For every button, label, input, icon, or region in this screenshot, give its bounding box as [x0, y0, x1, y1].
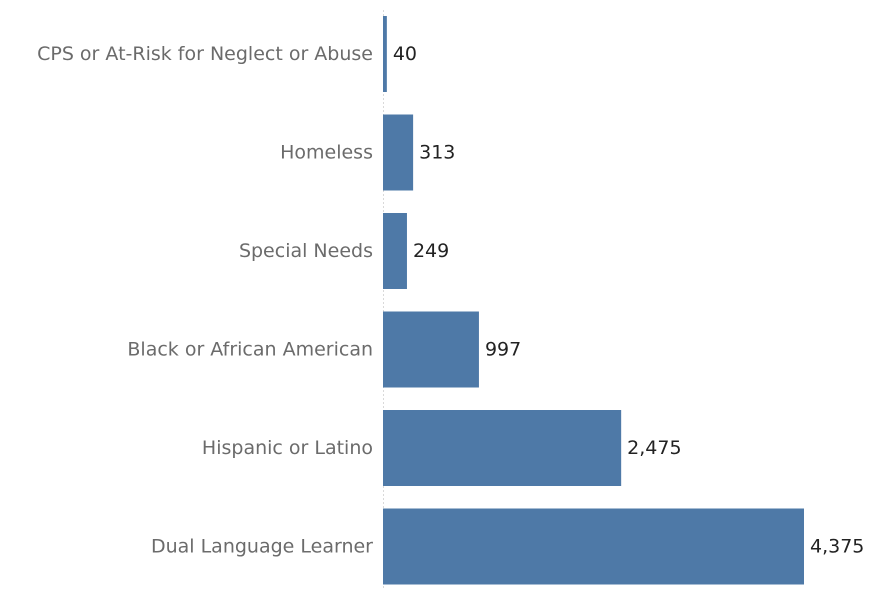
bar-hispanic-or-latino — [383, 410, 622, 486]
bars-group — [383, 16, 804, 585]
bar-black-or-african-american — [383, 311, 479, 388]
value-labels-group: 40 313 249 997 2,475 4,375 — [393, 43, 865, 558]
bar-dual-language-learner — [383, 508, 804, 585]
category-label-black-or-african-american: Black or African American — [127, 339, 373, 361]
bar-special-needs — [383, 213, 407, 289]
value-label-homeless: 313 — [419, 142, 455, 164]
value-label-special-needs: 249 — [413, 240, 449, 262]
value-label-hispanic-or-latino: 2,475 — [627, 437, 681, 459]
category-label-special-needs: Special Needs — [239, 240, 373, 262]
value-label-cps-or-at-risk-for-neglect-or-abuse: 40 — [393, 43, 417, 65]
category-label-homeless: Homeless — [280, 142, 373, 164]
bar-homeless — [383, 114, 414, 191]
category-label-cps-or-at-risk-for-neglect-or-abuse: CPS or At-Risk for Neglect or Abuse — [37, 43, 373, 65]
value-label-dual-language-learner: 4,375 — [810, 536, 864, 558]
category-labels-group: CPS or At-Risk for Neglect or Abuse Homel… — [37, 43, 373, 558]
bar-cps-or-at-risk-for-neglect-or-abuse — [383, 16, 387, 92]
value-label-black-or-african-american: 997 — [485, 339, 521, 361]
category-label-dual-language-learner: Dual Language Learner — [151, 536, 373, 558]
category-label-hispanic-or-latino: Hispanic or Latino — [202, 437, 373, 459]
